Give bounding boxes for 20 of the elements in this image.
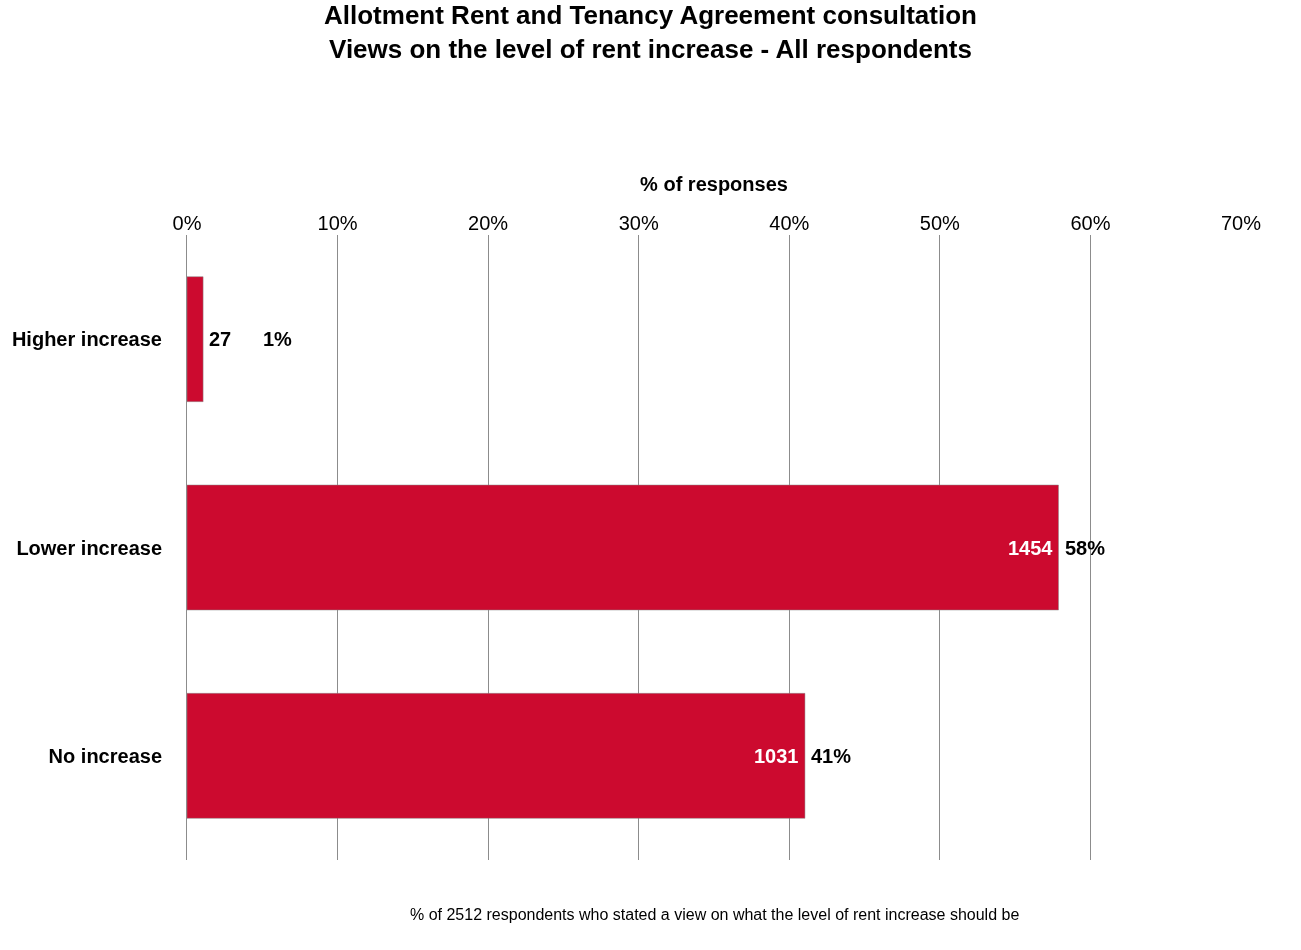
data-label: 1% [263, 328, 293, 350]
y-tick-label: No increase [48, 744, 162, 767]
annotation: 1454 [1008, 537, 1054, 559]
y-tick-label: Lower increase [16, 536, 162, 559]
data-label: 58% [1065, 537, 1106, 559]
chart-title: Allotment Rent and Tenancy Agreement consultation Views on the level of rent increase - All respondents [324, 0, 977, 64]
x-axis-title: % of responses [640, 172, 788, 195]
x-tick-label: 70% [1220, 212, 1262, 234]
x-tick-label: 50% [919, 212, 961, 234]
text: % of 2512 respondents who stated a view on what the level of rent increase should be [410, 906, 1020, 923]
x-tick-label: 20% [468, 212, 509, 234]
y-tick-label: Higher increase [11, 328, 162, 351]
x-tick-label: 0% [172, 212, 202, 234]
annotation: 1031 [754, 745, 799, 767]
x-tick-label: 10% [317, 212, 358, 234]
x-tick-label: 60% [1070, 212, 1111, 234]
data-label: 41% [811, 745, 852, 767]
annotation: 27 [209, 328, 232, 350]
x-tick-label: 40% [769, 212, 810, 234]
x-tick-label: 30% [618, 212, 659, 234]
